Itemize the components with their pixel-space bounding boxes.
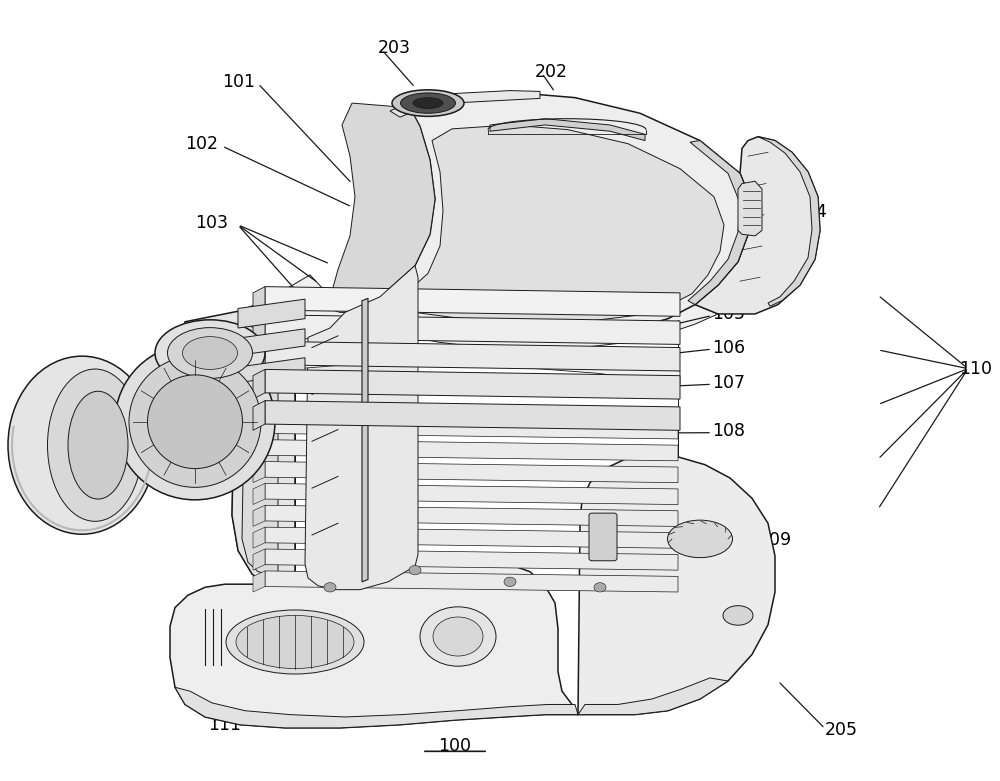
Ellipse shape	[400, 93, 456, 113]
Polygon shape	[265, 369, 680, 399]
Polygon shape	[253, 483, 265, 505]
Polygon shape	[253, 287, 265, 316]
Polygon shape	[198, 324, 278, 576]
Polygon shape	[265, 505, 678, 526]
Ellipse shape	[168, 328, 252, 378]
Polygon shape	[182, 311, 295, 594]
Text: 205: 205	[825, 721, 858, 740]
Text: 100: 100	[438, 736, 472, 755]
Polygon shape	[253, 369, 265, 399]
Ellipse shape	[236, 615, 354, 669]
Polygon shape	[253, 418, 265, 439]
Text: 101: 101	[222, 73, 255, 91]
Polygon shape	[235, 275, 718, 350]
Polygon shape	[758, 137, 820, 306]
Ellipse shape	[129, 356, 261, 487]
Polygon shape	[490, 119, 645, 141]
Polygon shape	[362, 298, 368, 582]
FancyBboxPatch shape	[589, 513, 617, 561]
Polygon shape	[345, 92, 752, 336]
Polygon shape	[238, 299, 305, 328]
Circle shape	[594, 583, 606, 592]
Circle shape	[324, 583, 336, 592]
Polygon shape	[253, 505, 265, 526]
Ellipse shape	[182, 337, 238, 369]
Polygon shape	[265, 418, 678, 439]
Polygon shape	[170, 561, 578, 728]
Polygon shape	[232, 311, 295, 594]
Polygon shape	[253, 527, 265, 548]
Polygon shape	[265, 571, 678, 592]
Text: 109: 109	[758, 531, 791, 550]
Polygon shape	[253, 440, 265, 461]
Polygon shape	[298, 345, 680, 384]
Ellipse shape	[413, 98, 443, 109]
Polygon shape	[265, 527, 678, 548]
Polygon shape	[253, 462, 265, 483]
Text: 108: 108	[712, 422, 745, 440]
Text: 106: 106	[712, 338, 745, 357]
Polygon shape	[238, 329, 305, 355]
Ellipse shape	[226, 610, 364, 674]
Circle shape	[409, 565, 421, 575]
Ellipse shape	[668, 520, 732, 558]
Polygon shape	[390, 91, 540, 117]
Polygon shape	[578, 455, 775, 715]
Ellipse shape	[392, 90, 464, 116]
Polygon shape	[330, 103, 435, 312]
Polygon shape	[265, 287, 680, 316]
Polygon shape	[738, 181, 762, 236]
Polygon shape	[253, 401, 265, 430]
Polygon shape	[265, 341, 680, 371]
Ellipse shape	[68, 391, 128, 499]
Polygon shape	[695, 137, 820, 314]
Circle shape	[504, 577, 516, 587]
Polygon shape	[265, 315, 680, 344]
Polygon shape	[578, 678, 728, 715]
Polygon shape	[305, 266, 418, 590]
Polygon shape	[265, 462, 678, 483]
Polygon shape	[370, 125, 724, 323]
Ellipse shape	[48, 369, 143, 522]
Text: 110: 110	[959, 359, 992, 378]
Text: 111: 111	[208, 715, 241, 734]
Polygon shape	[265, 483, 678, 505]
Polygon shape	[265, 401, 680, 430]
Polygon shape	[253, 549, 265, 570]
Ellipse shape	[8, 356, 156, 534]
Text: 102: 102	[185, 135, 218, 154]
Text: 104: 104	[712, 268, 745, 287]
Text: 203: 203	[378, 39, 411, 58]
Text: 105: 105	[712, 305, 745, 323]
Text: 202: 202	[535, 62, 568, 81]
Ellipse shape	[115, 344, 275, 500]
Polygon shape	[253, 571, 265, 592]
Circle shape	[433, 617, 483, 656]
Ellipse shape	[155, 320, 265, 386]
Text: 204: 204	[795, 203, 828, 222]
Polygon shape	[253, 341, 265, 371]
Polygon shape	[253, 315, 265, 344]
Polygon shape	[238, 358, 305, 383]
Polygon shape	[688, 141, 752, 305]
Ellipse shape	[148, 375, 242, 469]
Ellipse shape	[723, 606, 753, 625]
Polygon shape	[265, 549, 678, 570]
Text: 103: 103	[195, 213, 228, 232]
Circle shape	[420, 607, 496, 666]
Polygon shape	[265, 440, 678, 461]
Polygon shape	[175, 687, 578, 728]
Text: 107: 107	[712, 373, 745, 392]
